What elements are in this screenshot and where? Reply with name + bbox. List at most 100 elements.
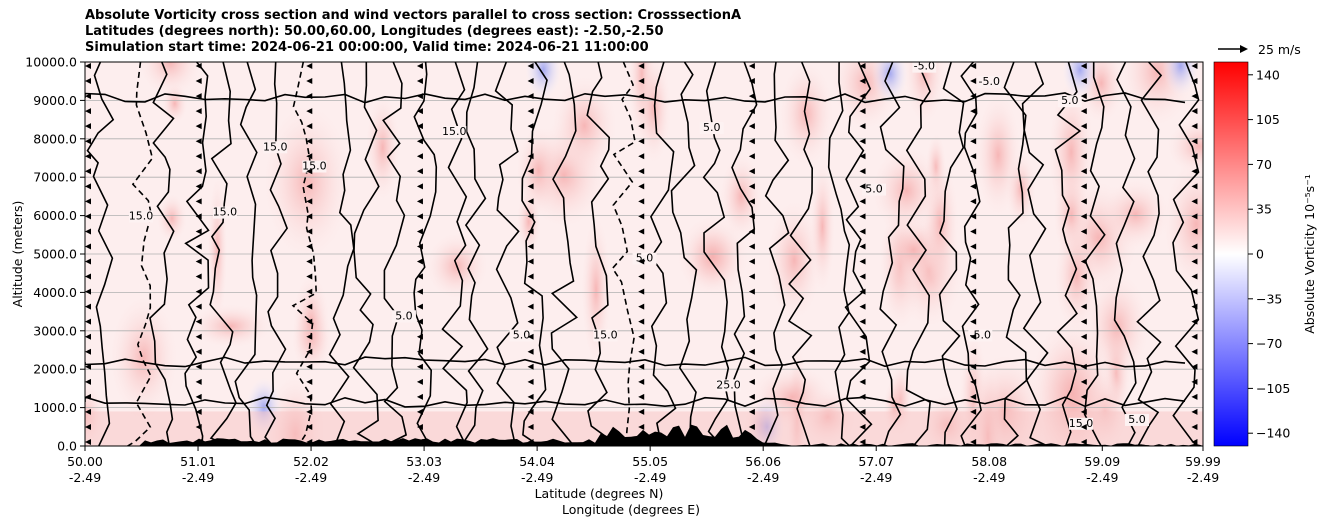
wind-arrow [1080,318,1087,325]
wind-arrow [748,243,755,250]
wind-arrow [85,333,91,340]
wind-arrow [416,63,423,69]
positive-vorticity-patch [719,153,763,241]
wind-arrow [85,258,91,265]
wind-arrow [638,198,645,205]
wind-arrow [748,153,755,160]
wind-arrow [859,273,866,280]
wind-arrow [306,123,313,130]
wind-arrow [527,93,534,100]
negative-vorticity-patch [871,62,908,104]
wind-arrow [859,198,866,205]
x-tick-label-longitude: -2.49 [860,470,892,485]
wind-arrow [1191,63,1198,69]
terrain-fill [85,424,1203,446]
wind-arrow [970,303,977,310]
contour-line [85,396,1186,408]
wind-arrow [527,423,534,430]
wind-arrow [306,168,313,175]
wind-arrow [859,363,866,370]
wind-arrow [748,288,755,295]
wind-arrow [195,243,202,250]
wind-arrow [306,423,313,430]
wind-arrow [970,213,977,220]
contour-line [184,62,210,446]
wind-arrow [416,408,423,415]
wind-arrow [527,63,534,69]
wind-arrow [85,183,91,190]
wind-arrow [970,439,977,445]
wind-arrow [527,273,534,280]
wind-arrow [638,303,645,310]
wind-arrow [638,378,645,385]
wind-arrow [638,78,645,85]
wind-arrow [970,318,977,325]
wind-arrow [195,63,202,69]
wind-arrow [85,198,91,205]
wind-arrow [970,153,977,160]
colorbar-tick-label: −140 [1256,426,1290,441]
wind-arrow [85,63,91,69]
wind-arrow [527,198,534,205]
x-tick-label-longitude: -2.49 [295,470,327,485]
wind-arrow [416,78,423,85]
wind-arrow [195,408,202,415]
contour-label-bg [593,329,618,342]
colorbar [1213,61,1249,447]
contour-line [731,62,758,446]
x-tick-label-latitude: 59.09 [1084,454,1120,469]
wind-arrow [416,348,423,355]
terrain [85,424,1203,446]
wind-arrow [1080,423,1087,430]
wind-arrow [859,408,866,415]
wind-arrow [638,228,645,235]
wind-arrow [748,378,755,385]
wind-arrow [748,318,755,325]
contour-line [463,62,489,446]
wind-arrow [1191,393,1198,400]
wind-arrow [970,228,977,235]
contour-label: 5.0 [703,121,721,134]
y-axis: 0.0 1000.0 2000.0 3000.0 4000.0 5000.0 6000.0 7… [25,55,85,454]
wind-arrow [748,273,755,280]
wind-arrow [1080,183,1087,190]
contour-line [86,62,115,446]
wind-arrow [306,198,313,205]
wind-arrow [85,168,91,175]
wind-arrow [1191,108,1198,115]
contour-label-bg [212,206,237,219]
wind-arrow [527,243,534,250]
contour-line [1054,62,1082,446]
wind-arrow [1080,213,1087,220]
wind-arrow [85,108,91,115]
contour-label-bg [861,183,886,196]
wind-arrow [638,108,645,115]
wind-arrow [1191,93,1198,100]
x-tick-label-longitude: -2.49 [634,470,666,485]
wind-arrow [1080,243,1087,250]
contour-line [763,62,790,446]
x-tick-label-longitude: -2.49 [973,470,1005,485]
wind-arrow [306,243,313,250]
positive-vorticity-patch [778,62,834,168]
wind-arrow [748,78,755,85]
wind-arrow [1080,288,1087,295]
contour-line [787,62,814,446]
contour-label: 15.0 [593,328,618,341]
contour-line [85,92,1186,104]
positive-vorticity-patch [636,62,672,166]
x-tick-label-latitude: 55.05 [632,454,668,469]
wind-arrow [970,378,977,385]
positive-vorticity-patch [161,82,188,125]
wind-arrow [527,123,534,130]
positive-vorticity-patch [189,303,273,349]
wind-arrow [970,108,977,115]
wind-arrow [859,183,866,190]
contour-label-bg [716,379,741,392]
contour-line [879,62,905,446]
wind-arrow [195,363,202,370]
contour-label-bg [391,310,416,323]
wind-arrow [970,138,977,145]
wind-arrow [527,318,534,325]
